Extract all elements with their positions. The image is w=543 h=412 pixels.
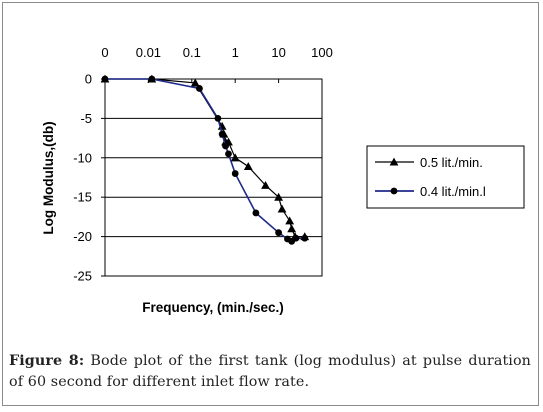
data-point xyxy=(222,142,229,150)
figure-caption-label: Figure 8: xyxy=(9,353,85,369)
y-tick-label: -10 xyxy=(73,150,92,165)
y-tick-label: -20 xyxy=(73,229,92,244)
data-point xyxy=(261,180,270,189)
data-point xyxy=(301,234,309,242)
x-tick-label: 0 xyxy=(101,45,108,60)
x-tick-label: 1 xyxy=(232,45,239,60)
data-point xyxy=(287,224,297,233)
data-point xyxy=(292,234,300,242)
legend-label: 0.5 lit./min. xyxy=(420,155,483,170)
series-2 xyxy=(101,75,309,245)
data-point xyxy=(148,75,156,83)
data-point xyxy=(243,162,253,170)
x-axis-label: Frequency, (min./sec.) xyxy=(142,300,284,315)
plot-area-border xyxy=(104,78,323,277)
figure-caption-text: Bode plot of the first tank (log modulus… xyxy=(9,353,531,390)
series-line xyxy=(105,78,305,243)
y-axis-label: Log Modulus,(db) xyxy=(41,121,56,234)
data-point xyxy=(218,130,226,138)
y-tick-label: -25 xyxy=(73,269,92,284)
data-point xyxy=(252,209,260,217)
legend-marker xyxy=(389,157,399,166)
legend-marker xyxy=(390,187,398,195)
legend-box xyxy=(366,145,525,209)
data-point xyxy=(277,204,287,213)
x-tick-label: 100 xyxy=(311,45,333,60)
data-point xyxy=(101,75,109,83)
y-tick-label: -5 xyxy=(80,111,92,126)
legend-label: 0.4 lit./min.l xyxy=(420,184,486,199)
data-point xyxy=(225,150,232,158)
x-tick-label: 0.01 xyxy=(136,45,161,60)
data-point xyxy=(230,153,240,162)
y-tick-label: -15 xyxy=(73,190,92,205)
data-point xyxy=(274,192,283,201)
x-tick-label: 0.1 xyxy=(183,45,201,60)
data-point xyxy=(231,170,239,177)
data-point xyxy=(285,216,295,225)
data-point xyxy=(214,115,222,122)
y-tick-label: 0 xyxy=(85,72,92,87)
x-tick-label: 10 xyxy=(271,45,285,60)
data-point xyxy=(275,229,282,237)
data-point xyxy=(196,85,203,92)
data-point xyxy=(190,78,200,87)
figure-caption: Figure 8: Bode plot of the first tank (l… xyxy=(9,351,531,393)
